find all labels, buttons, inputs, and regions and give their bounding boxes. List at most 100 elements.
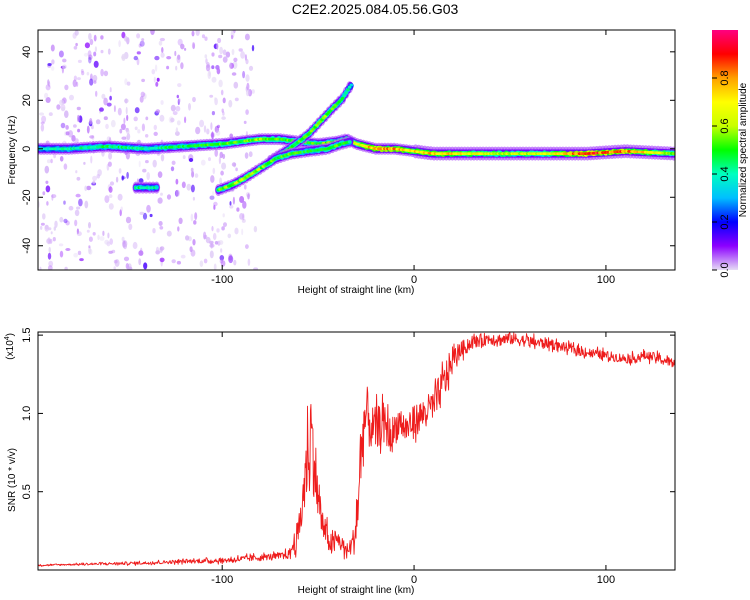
noise-blob bbox=[103, 97, 108, 106]
noise-blob bbox=[213, 201, 218, 207]
colorbar-ticks: 0.0 0.2 0.4 0.6 0.8 bbox=[712, 70, 731, 278]
noise-blob bbox=[211, 65, 215, 70]
noise-blob bbox=[138, 43, 142, 48]
noise-blob bbox=[160, 52, 165, 58]
noise-blob bbox=[63, 218, 68, 224]
noise-blob bbox=[203, 125, 207, 133]
noise-blob bbox=[109, 95, 112, 101]
noise-blob bbox=[50, 231, 53, 235]
noise-blob bbox=[92, 180, 96, 184]
noise-blob bbox=[211, 76, 217, 83]
noise-blob bbox=[126, 133, 131, 141]
noise-blob bbox=[211, 131, 214, 140]
noise-blob bbox=[175, 65, 178, 71]
noise-blob bbox=[241, 228, 244, 236]
noise-blob bbox=[59, 156, 64, 162]
noise-blob bbox=[241, 218, 246, 223]
snr-y-tick-label: 1.0 bbox=[21, 406, 33, 421]
noise-blob bbox=[142, 212, 148, 220]
noise-blob bbox=[177, 98, 181, 103]
noise-blob bbox=[158, 221, 163, 226]
noise-blob bbox=[222, 56, 228, 63]
noise-blob bbox=[39, 112, 45, 116]
noise-blob bbox=[245, 89, 250, 97]
noise-blob bbox=[76, 228, 79, 235]
noise-blob bbox=[194, 212, 198, 221]
noise-blob bbox=[146, 204, 151, 213]
noise-blob bbox=[84, 200, 89, 209]
noise-blob bbox=[142, 168, 147, 173]
noise-blob bbox=[68, 130, 73, 138]
noise-blob bbox=[208, 157, 211, 162]
noise-blob bbox=[171, 259, 176, 264]
noise-blob bbox=[60, 122, 66, 129]
noise-blob bbox=[113, 266, 116, 270]
noise-blob bbox=[242, 70, 246, 79]
noise-blob bbox=[59, 216, 64, 223]
noise-blob bbox=[127, 266, 133, 270]
noise-blob bbox=[119, 128, 123, 134]
trace-core bbox=[342, 94, 347, 97]
spectrogram-x-axis-title: Height of straight line (km) bbox=[298, 285, 415, 296]
noise-blob bbox=[138, 250, 144, 256]
noise-blob bbox=[159, 226, 164, 230]
noise-blob bbox=[88, 33, 92, 41]
noise-blob bbox=[134, 126, 138, 131]
noise-blob bbox=[152, 228, 156, 234]
noise-blob bbox=[184, 116, 187, 124]
noise-blob bbox=[141, 78, 146, 83]
noise-blob bbox=[189, 246, 193, 253]
noise-blob bbox=[244, 152, 249, 159]
noise-blob bbox=[210, 175, 215, 183]
noise-blob bbox=[108, 203, 114, 210]
noise-blob bbox=[53, 226, 56, 231]
noise-blob bbox=[201, 34, 206, 39]
noise-blob bbox=[214, 148, 218, 157]
noise-blob bbox=[58, 243, 64, 247]
noise-blob bbox=[89, 78, 94, 86]
noise-blob bbox=[231, 72, 237, 76]
spectrogram-y-tick-label: 20 bbox=[21, 94, 33, 106]
noise-blob bbox=[76, 106, 81, 111]
snr-y-axis-title: SNR (10 * v/v) bbox=[7, 448, 18, 512]
noise-blob bbox=[47, 252, 52, 260]
noise-blob bbox=[139, 40, 145, 47]
noise-blob bbox=[222, 97, 226, 104]
noise-blob bbox=[115, 176, 119, 183]
noise-blob bbox=[185, 235, 190, 241]
noise-blob bbox=[217, 124, 220, 129]
noise-blob bbox=[233, 259, 237, 266]
noise-blob bbox=[101, 93, 106, 100]
noise-blob bbox=[106, 136, 111, 142]
noise-blob bbox=[103, 116, 108, 121]
noise-blob bbox=[88, 222, 91, 229]
noise-blob bbox=[220, 248, 223, 253]
noise-blob bbox=[160, 192, 163, 196]
noise-blob bbox=[155, 81, 159, 87]
noise-blob bbox=[150, 30, 155, 35]
noise-blob bbox=[220, 260, 226, 267]
noise-blob bbox=[232, 196, 235, 205]
noise-blob bbox=[88, 248, 93, 255]
noise-blob bbox=[251, 44, 255, 52]
noise-blob bbox=[191, 170, 195, 178]
noise-blob bbox=[225, 51, 231, 58]
noise-blob bbox=[64, 266, 68, 270]
noise-blob bbox=[65, 220, 70, 226]
noise-blob bbox=[192, 196, 195, 201]
noise-blob bbox=[180, 43, 185, 50]
noise-blob bbox=[88, 236, 93, 242]
noise-blob bbox=[245, 109, 249, 115]
noise-blob bbox=[175, 105, 181, 112]
noise-blob bbox=[229, 62, 235, 69]
noise-blob bbox=[193, 220, 197, 225]
noise-blob bbox=[138, 258, 142, 266]
noise-blob bbox=[247, 193, 250, 200]
noise-blob bbox=[142, 93, 147, 100]
noise-blob bbox=[88, 56, 92, 64]
noise-blob bbox=[157, 171, 163, 179]
noise-blob bbox=[174, 190, 179, 197]
noise-blob bbox=[192, 239, 196, 246]
noise-blob bbox=[92, 175, 98, 181]
noise-blob bbox=[63, 200, 66, 205]
